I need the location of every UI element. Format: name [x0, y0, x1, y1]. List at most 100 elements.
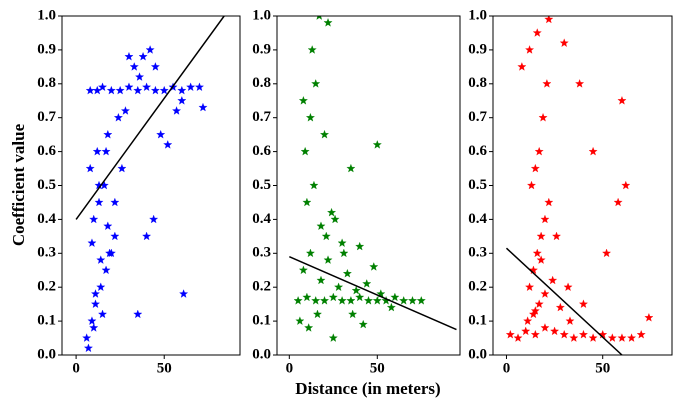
point [295, 316, 305, 325]
y-tick-label: 0.5 [468, 177, 487, 193]
y-tick-label: 0.4 [252, 211, 271, 227]
point [150, 62, 160, 71]
point [85, 163, 95, 173]
y-tick-label: 0.7 [468, 109, 487, 125]
point [316, 221, 326, 231]
point [407, 296, 417, 305]
point [636, 329, 646, 339]
point [87, 238, 97, 247]
point [198, 102, 208, 112]
point [129, 62, 139, 71]
point [644, 312, 654, 322]
y-tick-label: 0.1 [468, 313, 487, 329]
point [135, 72, 145, 81]
y-tick-label: 0.3 [252, 245, 271, 261]
point [530, 306, 540, 315]
y-tick-label: 0.7 [252, 109, 271, 125]
point [613, 197, 623, 207]
point [323, 255, 333, 264]
y-tick-label: 0.4 [37, 211, 56, 227]
point [534, 299, 544, 308]
fit-line [505, 247, 623, 355]
y-tick-label: 1.0 [468, 7, 487, 23]
y-tick-label: 0.1 [37, 313, 56, 329]
point [540, 214, 550, 224]
point [293, 296, 303, 305]
point [346, 296, 356, 305]
point [346, 163, 356, 173]
point [163, 140, 173, 149]
point [602, 248, 612, 258]
point [172, 106, 182, 115]
point [555, 302, 565, 312]
y-tick-label: 0.0 [252, 346, 271, 362]
x-tick-label: 50 [370, 360, 385, 376]
y-tick-label: 0.3 [37, 245, 56, 261]
point [101, 146, 111, 156]
frame [61, 15, 241, 356]
point [327, 207, 337, 217]
point [149, 214, 159, 224]
y-tick-label: 0.2 [468, 279, 487, 295]
point [320, 296, 330, 305]
x-tick-label: 0 [286, 360, 294, 376]
point [142, 231, 152, 241]
point [103, 221, 113, 231]
point [505, 329, 515, 339]
point [179, 289, 189, 298]
point [124, 82, 134, 92]
point [330, 214, 340, 224]
point [110, 231, 120, 241]
point [569, 333, 579, 342]
point [532, 28, 542, 37]
point [607, 333, 617, 342]
y-tick-label: 0.8 [37, 75, 56, 91]
point [177, 96, 187, 105]
y-tick-label: 0.6 [468, 143, 487, 159]
point [83, 343, 93, 353]
point [517, 62, 527, 71]
point [302, 292, 312, 302]
point [355, 241, 365, 251]
point [103, 129, 113, 139]
y-tick-label: 0.6 [252, 143, 271, 159]
point [309, 180, 319, 190]
point [534, 146, 544, 156]
point [316, 16, 323, 20]
y-tick-label: 0.2 [37, 279, 56, 295]
point [120, 106, 130, 115]
point [305, 248, 315, 258]
point [323, 18, 333, 27]
point [530, 163, 540, 173]
point [89, 323, 99, 332]
point [300, 146, 310, 156]
point [578, 299, 588, 308]
point [536, 255, 546, 264]
x-tick-label: 0 [72, 360, 80, 376]
point [627, 333, 637, 342]
plot-area [289, 16, 457, 342]
point [133, 85, 143, 95]
plot-area [505, 16, 654, 355]
point [90, 289, 100, 298]
point [87, 316, 97, 325]
point [117, 163, 127, 173]
point [96, 282, 106, 292]
point [588, 333, 598, 342]
point [523, 316, 533, 325]
y-tick-label: 0.9 [252, 41, 271, 57]
point [358, 319, 368, 329]
y-tick-label: 0.6 [37, 143, 56, 159]
y-tick-label: 0.8 [468, 75, 487, 91]
point [101, 265, 111, 275]
point [548, 275, 558, 285]
point [85, 85, 95, 95]
point [138, 51, 148, 61]
point [312, 309, 322, 319]
x-tick-label: 50 [157, 360, 172, 376]
point [588, 146, 598, 156]
y-tick-label: 0.9 [37, 41, 56, 57]
y-tick-label: 0.1 [252, 313, 271, 329]
point [372, 140, 382, 149]
point [320, 129, 330, 139]
